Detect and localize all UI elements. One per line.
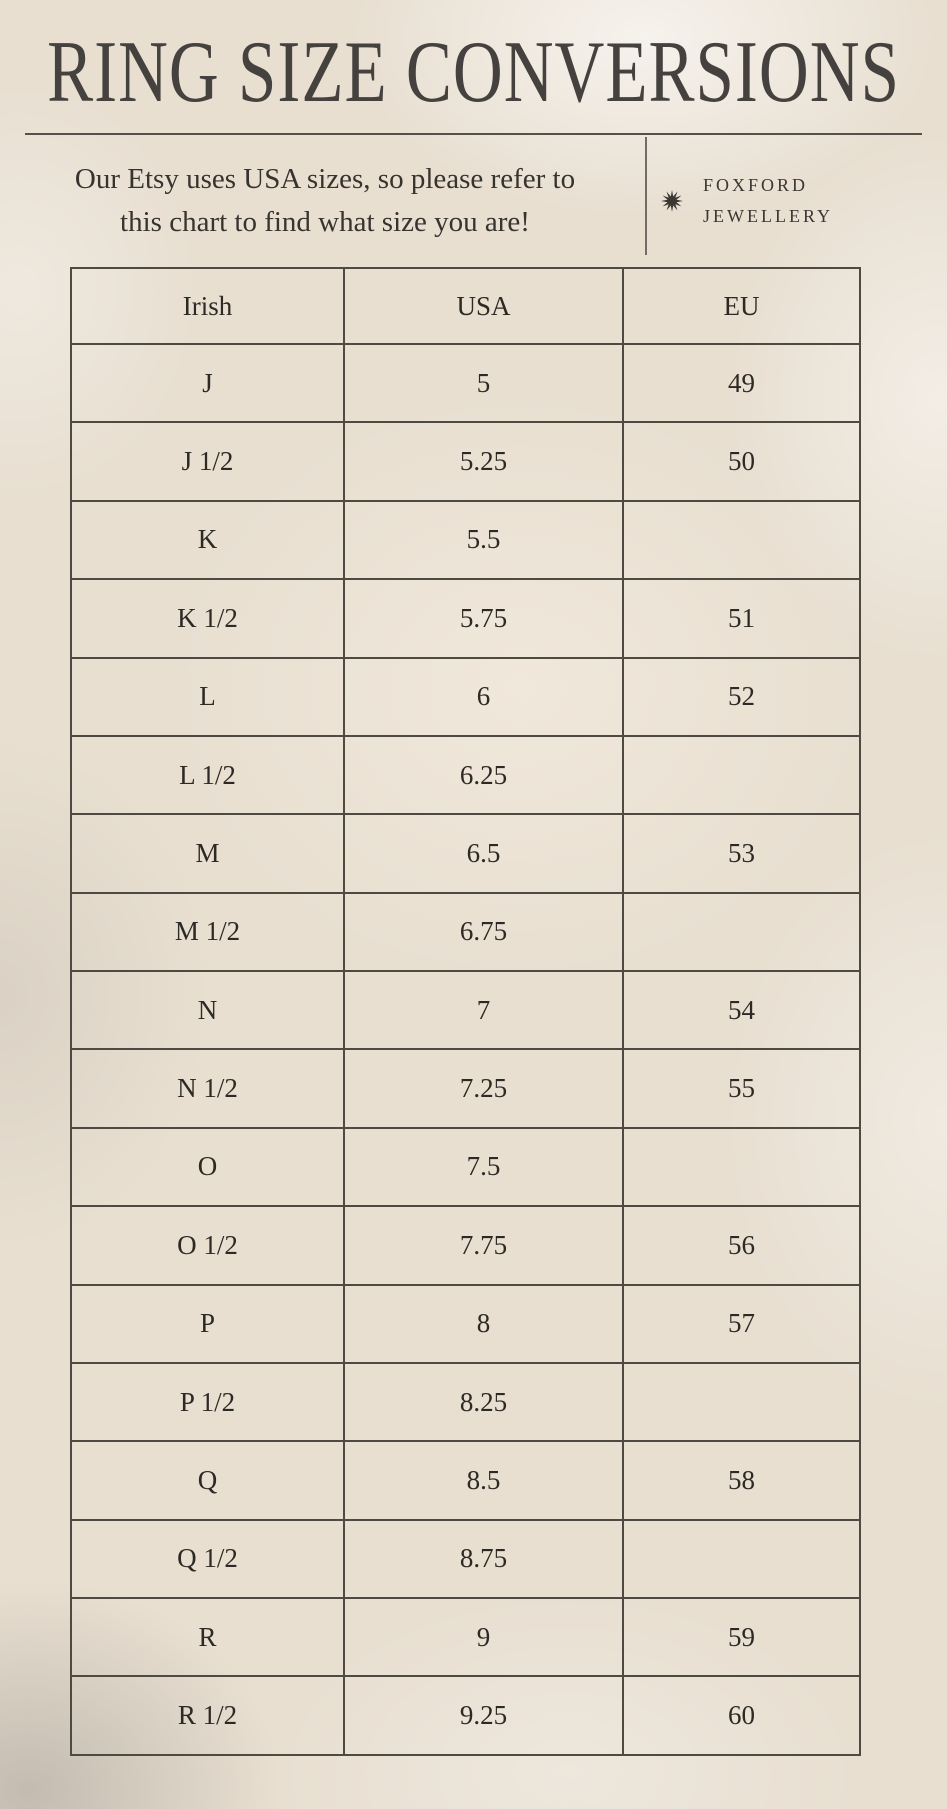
table-cell: K 1/2 [70, 578, 345, 659]
table-cell: 49 [622, 342, 861, 424]
table-cell: O [70, 1126, 345, 1208]
table-cell: 8.25 [343, 1361, 624, 1443]
table-cell: 5.75 [343, 578, 624, 659]
table-cell: 7.25 [343, 1048, 624, 1129]
table-cell: 52 [622, 656, 861, 737]
table-cell: 60 [622, 1675, 861, 1756]
table-row: P 8 57 [70, 1283, 861, 1364]
table-row: N 7 54 [70, 969, 861, 1051]
table-cell: N [70, 969, 345, 1051]
table-cell: 5 [343, 342, 624, 424]
table-cell: 6.75 [343, 891, 624, 973]
table-row: Q 1/2 8.75 [70, 1518, 861, 1600]
table-cell [622, 1126, 861, 1208]
table-row: P 1/2 8.25 [70, 1361, 861, 1443]
starburst-icon [661, 190, 683, 212]
table-cell: 51 [622, 578, 861, 659]
table-cell: 56 [622, 1205, 861, 1286]
vertical-divider-line [645, 137, 647, 255]
table-row: M 1/2 6.75 [70, 891, 861, 973]
table-row: J 1/2 5.25 50 [70, 421, 861, 502]
table-row: J 5 49 [70, 342, 861, 424]
table-row: K 1/2 5.75 51 [70, 578, 861, 659]
brand-name-line-2: JEWELLERY [703, 206, 833, 226]
table-row: K 5.5 [70, 499, 861, 581]
table-cell: 6.25 [343, 734, 624, 816]
page-title: RING SIZE CONVERSIONS [47, 22, 900, 120]
table-row: N 1/2 7.25 55 [70, 1048, 861, 1129]
table-cell: 5.25 [343, 421, 624, 502]
table-cell: 9 [343, 1596, 624, 1678]
column-header-eu: EU [622, 267, 861, 345]
table-cell: 55 [622, 1048, 861, 1129]
brand-name-line-1: FOXFORD [703, 175, 809, 195]
table-cell: J [70, 342, 345, 424]
subtitle-text: Our Etsy uses USA sizes, so please refer… [30, 158, 620, 244]
header-divider-line [25, 133, 922, 135]
table-row: L 6 52 [70, 656, 861, 737]
table-cell: 8.5 [343, 1440, 624, 1521]
table-cell: 58 [622, 1440, 861, 1521]
subtitle-line-1: Our Etsy uses USA sizes, so please refer… [74, 163, 576, 195]
table-cell: 50 [622, 421, 861, 502]
table-row: L 1/2 6.25 [70, 734, 861, 816]
table-cell: J 1/2 [70, 421, 345, 502]
table-cell [622, 734, 861, 816]
table-cell: L 1/2 [70, 734, 345, 816]
table-cell: R [70, 1596, 345, 1678]
table-cell: N 1/2 [70, 1048, 345, 1129]
table-cell: 59 [622, 1596, 861, 1678]
table-cell [622, 1361, 861, 1443]
table-row: O 1/2 7.75 56 [70, 1205, 861, 1286]
table-header: Irish USA EU [70, 267, 861, 345]
table-cell: O 1/2 [70, 1205, 345, 1286]
table-cell: 9.25 [343, 1675, 624, 1756]
table-cell: K [70, 499, 345, 581]
table-cell [622, 891, 861, 973]
table-cell: M [70, 813, 345, 894]
table-cell: 6.5 [343, 813, 624, 894]
table-cell: L [70, 656, 345, 737]
column-header-usa: USA [343, 267, 624, 345]
table-cell: 8.75 [343, 1518, 624, 1600]
table-cell: 53 [622, 813, 861, 894]
table-row: R 9 59 [70, 1596, 861, 1678]
table-cell: Q 1/2 [70, 1518, 345, 1600]
table-row: O 7.5 [70, 1126, 861, 1208]
table-cell: 5.5 [343, 499, 624, 581]
table-cell [622, 499, 861, 581]
table-cell: R 1/2 [70, 1675, 345, 1756]
brand-logo: FOXFORD JEWELLERY [661, 170, 833, 232]
table-cell: 6 [343, 656, 624, 737]
table-header-row: Irish USA EU [70, 267, 861, 345]
table-cell: 54 [622, 969, 861, 1051]
table-cell [622, 1518, 861, 1600]
table-body: J 5 49 J 1/2 5.25 50 K 5.5 K 1/2 5.75 51 L 6 52 L 1/2 6… [70, 342, 861, 1756]
table-cell: 7.75 [343, 1205, 624, 1286]
table-cell: P 1/2 [70, 1361, 345, 1443]
table-cell: 57 [622, 1283, 861, 1364]
table-row: Q 8.5 58 [70, 1440, 861, 1521]
brand-name: FOXFORD JEWELLERY [703, 170, 833, 232]
table-row: M 6.5 53 [70, 813, 861, 894]
table-cell: 8 [343, 1283, 624, 1364]
table-cell: M 1/2 [70, 891, 345, 973]
table-cell: 7 [343, 969, 624, 1051]
conversion-table: Irish USA EU J 5 49 J 1/2 5.25 50 K 5.5 K 1/2 5.75 5… [70, 267, 861, 1756]
subtitle-line-2: this chart to find what size you are! [120, 206, 530, 238]
table-cell: Q [70, 1440, 345, 1521]
column-header-irish: Irish [70, 267, 345, 345]
table-cell: 7.5 [343, 1126, 624, 1208]
table-row: R 1/2 9.25 60 [70, 1675, 861, 1756]
table-cell: P [70, 1283, 345, 1364]
